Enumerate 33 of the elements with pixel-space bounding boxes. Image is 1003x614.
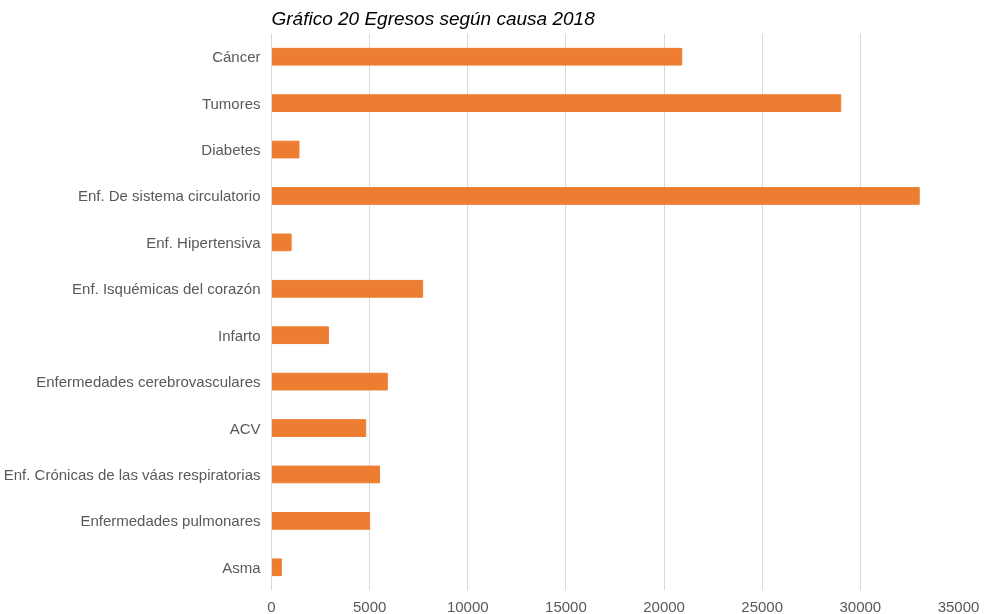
y-tick-label: Infarto	[217, 326, 261, 344]
bar	[271, 233, 292, 252]
bar	[271, 140, 300, 159]
bar	[271, 419, 367, 437]
bar	[271, 279, 424, 298]
bar	[271, 558, 282, 577]
x-tick-label: 0	[267, 597, 276, 614]
bar	[271, 94, 842, 112]
bar	[271, 465, 380, 484]
y-tick-label: Enf. De sistema circulatorio	[77, 187, 261, 205]
x-tick-label: 5000	[352, 597, 387, 614]
y-tick-label: Cáncer	[212, 48, 261, 66]
y-tick-label: Enfermedades pulmonares	[80, 512, 261, 530]
y-tick-label: Diabetes	[201, 141, 261, 159]
y-tick-label: Enf. Crónicas de las váas respiratorias	[3, 465, 261, 483]
y-tick-label: Enfermedades cerebrovasculares	[36, 373, 261, 391]
bar	[271, 512, 371, 530]
x-tick-label: 15000	[545, 597, 587, 614]
bar	[271, 47, 683, 66]
bar	[271, 372, 388, 391]
chart-title: Gráfico 20 Egresos según causa 2018	[271, 7, 596, 29]
y-tick-label: ACV	[229, 419, 261, 437]
x-tick-label: 30000	[839, 597, 882, 614]
y-tick-label: Tumores	[201, 94, 261, 112]
x-tick-label: 25000	[741, 597, 784, 614]
x-tick-label: 20000	[643, 597, 685, 614]
y-tick-label: Enf. Hipertensiva	[146, 233, 262, 251]
y-tick-label: Enf. Isquémicas del corazón	[72, 280, 261, 298]
bar	[271, 187, 920, 205]
x-tick-label: 35000	[937, 597, 980, 614]
bar	[271, 326, 329, 345]
x-tick-label: 10000	[446, 597, 489, 614]
y-tick-label: Asma	[222, 558, 262, 576]
